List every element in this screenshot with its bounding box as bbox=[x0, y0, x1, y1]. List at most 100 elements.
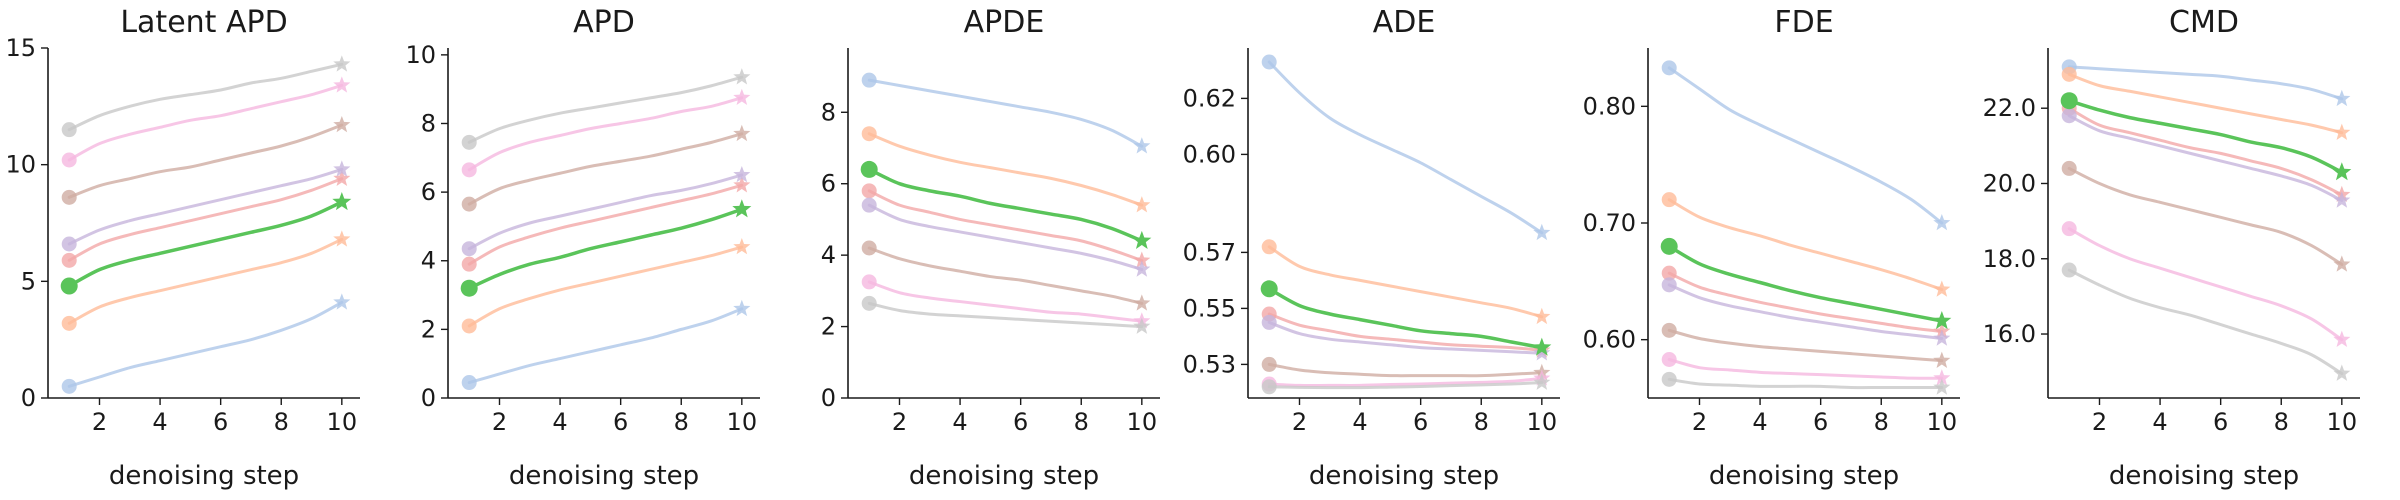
series-end-marker bbox=[2333, 191, 2351, 208]
x-tick-label: 2 bbox=[892, 408, 907, 436]
series-end-marker bbox=[2333, 89, 2351, 107]
series-line bbox=[1667, 271, 1944, 333]
series-start-marker bbox=[60, 277, 78, 295]
series-line bbox=[467, 183, 744, 266]
series-line bbox=[1667, 198, 1944, 291]
series-end-marker bbox=[333, 55, 351, 72]
series-start-marker bbox=[461, 318, 477, 334]
x-tick-label: 8 bbox=[2274, 408, 2289, 436]
series-line bbox=[67, 167, 344, 246]
chart-panel: CMD 2 4 6 8 10 16.0 18.0 20.0 22.0 denoising step bbox=[1983, 5, 2360, 491]
series-start-marker bbox=[861, 197, 877, 213]
series-end-marker bbox=[1133, 137, 1151, 154]
series-end-marker bbox=[2333, 255, 2351, 272]
series-end-marker bbox=[1933, 214, 1951, 231]
series-line bbox=[867, 301, 1144, 329]
y-tick-label: 0.70 bbox=[1583, 209, 1636, 237]
series-start-marker bbox=[461, 134, 477, 150]
series-end-marker bbox=[1933, 351, 1951, 368]
y-tick-label: 0.80 bbox=[1583, 92, 1636, 120]
series-line bbox=[1267, 287, 1544, 350]
x-tick-label: 2 bbox=[1692, 408, 1707, 436]
series-end-marker bbox=[1133, 251, 1151, 268]
y-tick-label: 10 bbox=[405, 41, 436, 69]
series-start-marker bbox=[1261, 379, 1277, 395]
series-start-marker bbox=[61, 252, 77, 268]
series-start-marker bbox=[1661, 352, 1677, 367]
x-tick-label: 6 bbox=[2213, 408, 2228, 436]
series-line bbox=[467, 173, 744, 251]
series-line bbox=[67, 237, 344, 325]
series-line bbox=[867, 280, 1144, 323]
series-line bbox=[867, 246, 1144, 305]
series-line bbox=[67, 62, 344, 132]
series-start-marker bbox=[1261, 54, 1277, 70]
series-end-marker bbox=[733, 165, 751, 183]
series-start-marker bbox=[2060, 92, 2078, 110]
series-line bbox=[1267, 320, 1544, 355]
series-end-marker bbox=[733, 299, 751, 317]
series-end-marker bbox=[333, 293, 351, 310]
x-tick-label: 4 bbox=[152, 408, 167, 436]
y-tick-label: 4 bbox=[421, 247, 436, 275]
series-line bbox=[1267, 362, 1544, 378]
series-start-marker bbox=[461, 256, 477, 272]
series-start-marker bbox=[461, 196, 477, 212]
series-start-marker bbox=[2061, 262, 2077, 278]
y-tick-label: 0.60 bbox=[1583, 326, 1636, 354]
chart-panel: APD 2 4 6 8 10 0 2 4 6 8 10 denoising step bbox=[405, 5, 760, 491]
series-line bbox=[2067, 166, 2344, 266]
series-line bbox=[467, 307, 744, 385]
series-start-marker bbox=[1261, 356, 1277, 372]
series-line bbox=[467, 75, 744, 144]
x-tick-label: 10 bbox=[727, 408, 758, 436]
series-start-marker bbox=[460, 279, 478, 297]
series-line bbox=[2067, 114, 2344, 202]
x-tick-label: 4 bbox=[952, 408, 967, 436]
series-end-marker bbox=[733, 238, 751, 255]
chart-title: ADE bbox=[1373, 5, 1436, 40]
series-start-marker bbox=[461, 162, 477, 178]
x-tick-label: 2 bbox=[1292, 408, 1307, 436]
y-tick-label: 6 bbox=[821, 170, 836, 198]
y-tick-label: 18.0 bbox=[1983, 245, 2036, 273]
series-start-marker bbox=[61, 378, 77, 394]
chart-panel: APDE 2 4 6 8 10 0 2 4 6 8 denoising step bbox=[821, 5, 1160, 491]
x-tick-label: 8 bbox=[1874, 408, 1889, 436]
series-start-marker bbox=[1660, 237, 1678, 255]
x-tick-label: 6 bbox=[1813, 408, 1828, 436]
x-axis-label: denoising step bbox=[1309, 461, 1499, 491]
series-start-marker bbox=[861, 126, 877, 142]
y-tick-label: 2 bbox=[421, 315, 436, 343]
series-line bbox=[2067, 106, 2344, 197]
series-line bbox=[2067, 268, 2344, 376]
series-end-marker bbox=[1133, 260, 1151, 277]
x-axis-label: denoising step bbox=[909, 461, 1099, 491]
series-start-marker bbox=[61, 122, 77, 138]
x-tick-label: 2 bbox=[2092, 408, 2107, 436]
series-line bbox=[867, 189, 1144, 262]
series-end-marker bbox=[1533, 373, 1551, 390]
x-tick-label: 10 bbox=[2327, 408, 2358, 436]
series-start-marker bbox=[1661, 265, 1677, 281]
series-start-marker bbox=[461, 241, 477, 257]
series-start-marker bbox=[860, 160, 878, 178]
y-tick-label: 0 bbox=[821, 384, 836, 412]
series-line bbox=[1667, 377, 1944, 390]
series-end-marker bbox=[333, 160, 351, 177]
series-line bbox=[2067, 72, 2344, 135]
series-end-marker bbox=[1933, 329, 1951, 346]
series-end-marker bbox=[733, 124, 751, 142]
x-tick-label: 10 bbox=[327, 408, 358, 436]
y-tick-label: 6 bbox=[421, 178, 436, 206]
x-axis-label: denoising step bbox=[109, 461, 299, 491]
series-start-marker bbox=[61, 236, 77, 252]
series-line bbox=[467, 96, 744, 172]
series-end-marker bbox=[333, 76, 351, 93]
x-tick-label: 6 bbox=[1413, 408, 1428, 436]
y-tick-label: 10 bbox=[5, 151, 36, 179]
series-line bbox=[867, 203, 1144, 271]
x-tick-label: 4 bbox=[2152, 408, 2167, 436]
series-end-marker bbox=[1532, 337, 1552, 356]
